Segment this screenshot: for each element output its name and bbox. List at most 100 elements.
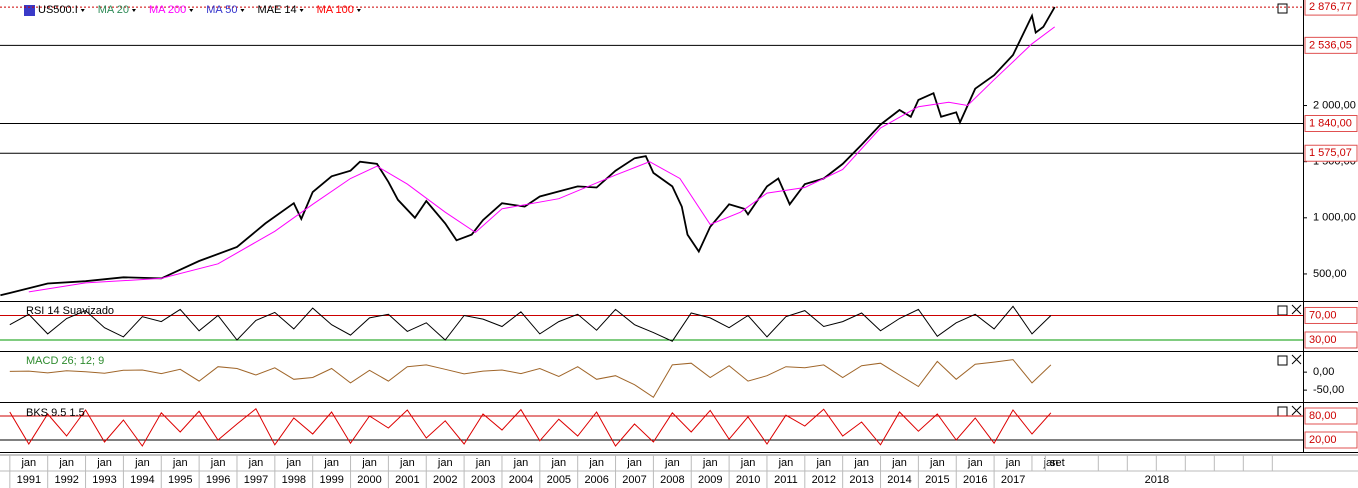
x-month-label: jan: [664, 457, 680, 469]
x-tick-label: 2013: [849, 474, 873, 486]
x-month-label: set: [1050, 457, 1065, 469]
legend-dropdown: [80, 9, 85, 12]
x-tick-label: 2009: [698, 474, 722, 486]
x-tick-label: 2016: [963, 474, 987, 486]
x-tick-label: 1991: [17, 474, 41, 486]
x-month-label: jan: [210, 457, 226, 469]
legend-entry: MA 100: [317, 4, 354, 16]
symbol-icon[interactable]: [24, 5, 35, 16]
x-month-label: jan: [740, 457, 756, 469]
x-tick-label: 2005: [547, 474, 571, 486]
legend-dropdown: [299, 9, 304, 12]
price-line: [28, 26, 1055, 293]
x-month-label: jan: [437, 457, 453, 469]
panel-button[interactable]: [1277, 3, 1288, 14]
panel-title: MACD 26; 12; 9: [26, 355, 104, 367]
level-label: 20,00: [1309, 434, 1337, 446]
y-tick-label: 1 000,00: [1313, 212, 1356, 224]
legend-dropdown: [240, 9, 245, 12]
x-tick-label: 2010: [736, 474, 760, 486]
x-month-label: jan: [58, 457, 74, 469]
x-tick-label: 2001: [395, 474, 419, 486]
x-tick-label: 2012: [812, 474, 836, 486]
x-tick-label: 2017: [1001, 474, 1025, 486]
x-month-label: jan: [929, 457, 945, 469]
x-tick-label: 1994: [130, 474, 154, 486]
x-tick-label: 2004: [509, 474, 533, 486]
x-month-label: jan: [20, 457, 36, 469]
x-tick-label: 2015: [925, 474, 949, 486]
x-tick-label: 1996: [206, 474, 230, 486]
x-month-label: jan: [967, 457, 983, 469]
panel-title: RSI 14 Suavizado: [26, 305, 114, 317]
x-month-label: jan: [399, 457, 415, 469]
x-month-label: jan: [285, 457, 301, 469]
x-month-label: jan: [853, 457, 869, 469]
level-label: 1 575,07: [1309, 147, 1352, 159]
level-label-box: [1304, 36, 1358, 54]
x-tick-label: 1999: [319, 474, 343, 486]
x-month-label: jan: [361, 457, 377, 469]
x-tick-label: 1992: [54, 474, 78, 486]
x-tick-label: 2003: [471, 474, 495, 486]
x-month-label: jan: [702, 457, 718, 469]
level-label: 80,00: [1309, 410, 1337, 422]
x-month-label: jan: [891, 457, 907, 469]
x-tick-label: 2006: [584, 474, 608, 486]
x-month-label: jan: [1005, 457, 1021, 469]
indicator-line: [9, 408, 1052, 447]
level-label-box: [1304, 0, 1358, 16]
x-month-label: jan: [248, 457, 264, 469]
x-tick-label: 1993: [92, 474, 116, 486]
legend-entry: MA 200: [149, 4, 186, 16]
level-label-box: [1304, 331, 1358, 349]
x-tick-label: 2000: [357, 474, 381, 486]
panel-title: BKS 9.5 1.5: [26, 407, 85, 419]
legend-dropdown: [189, 9, 194, 12]
x-tick-label: 2014: [887, 474, 911, 486]
indicator-line: [9, 305, 1052, 342]
x-month-label: jan: [134, 457, 150, 469]
x-month-label: jan: [513, 457, 529, 469]
level-label: 2 876,77: [1309, 1, 1352, 13]
legend-dropdown: [356, 9, 361, 12]
x-month-label: jan: [815, 457, 831, 469]
x-tick-label: 1995: [168, 474, 192, 486]
x-month-label: jan: [323, 457, 339, 469]
level-label: 30,00: [1309, 334, 1337, 346]
x-month-label: jan: [1043, 457, 1059, 469]
x-tick-label: 2002: [433, 474, 457, 486]
x-month-label: jan: [778, 457, 794, 469]
level-label: 1 840,00: [1309, 117, 1352, 129]
y-tick-label: 500,00: [1313, 268, 1347, 280]
x-month-label: jan: [626, 457, 642, 469]
legend-entry: MA 50: [206, 4, 237, 16]
level-label: 2 536,05: [1309, 39, 1352, 51]
y-tick-label: 0,00: [1313, 366, 1334, 378]
panel-buttons: [1277, 304, 1302, 417]
indicator-line: [9, 359, 1052, 399]
x-month-label: jan: [475, 457, 491, 469]
x-tick-label: 2011: [774, 474, 798, 486]
x-tick-label: 2018: [1145, 474, 1169, 486]
level-label-box: [1304, 114, 1358, 132]
close-button[interactable]: [1291, 405, 1302, 416]
y-tick-label: -50,00: [1313, 384, 1344, 396]
level-label-box: [1304, 407, 1358, 425]
maximize-button[interactable]: [1277, 355, 1288, 366]
x-tick-label: 2008: [660, 474, 684, 486]
x-tick-label: 2007: [622, 474, 646, 486]
level-label: 70,00: [1309, 309, 1337, 321]
legend-dropdown: [131, 9, 136, 12]
x-month-label: jan: [550, 457, 566, 469]
x-month-label: jan: [96, 457, 112, 469]
level-label-box: [1304, 144, 1358, 162]
level-label-box: [1304, 306, 1358, 324]
close-button[interactable]: [1291, 304, 1302, 315]
close-button[interactable]: [1291, 354, 1302, 365]
x-tick-label: 1997: [244, 474, 268, 486]
y-tick-label: 2 000,00: [1313, 99, 1356, 111]
level-label-box: [1304, 431, 1358, 449]
